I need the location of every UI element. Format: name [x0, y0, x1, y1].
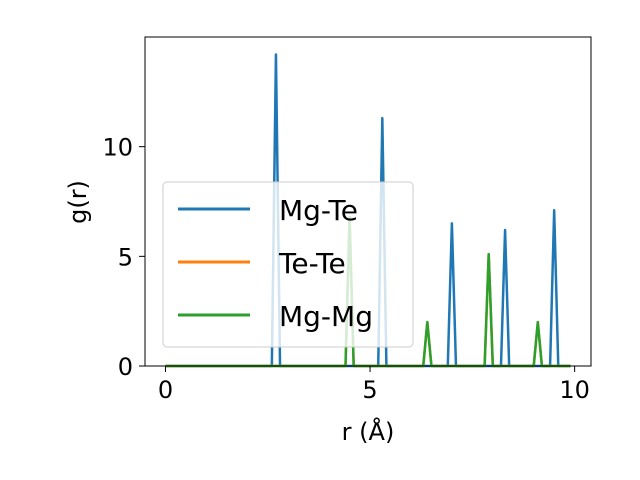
legend-box [162, 181, 414, 348]
x-axis-label: r (Å) [342, 417, 395, 446]
legend-label-mg-mg: Mg-Mg [279, 300, 373, 333]
legend-label-mg-te: Mg-Te [279, 194, 358, 227]
x-tick-label: 0 [158, 376, 173, 404]
ticks-layer: 0 5 10 0 5 10 [102, 134, 589, 404]
x-tick-label: 10 [559, 376, 590, 404]
y-tick-label: 10 [102, 134, 133, 162]
y-tick-label: 5 [118, 243, 133, 271]
x-tick-label: 5 [362, 376, 377, 404]
legend-label-te-te: Te-Te [278, 247, 346, 280]
y-axis-label: g(r) [64, 180, 92, 224]
y-tick-label: 0 [118, 353, 133, 381]
legend: Mg-Te Te-Te Mg-Mg [162, 181, 414, 348]
plot-frame [144, 36, 592, 367]
